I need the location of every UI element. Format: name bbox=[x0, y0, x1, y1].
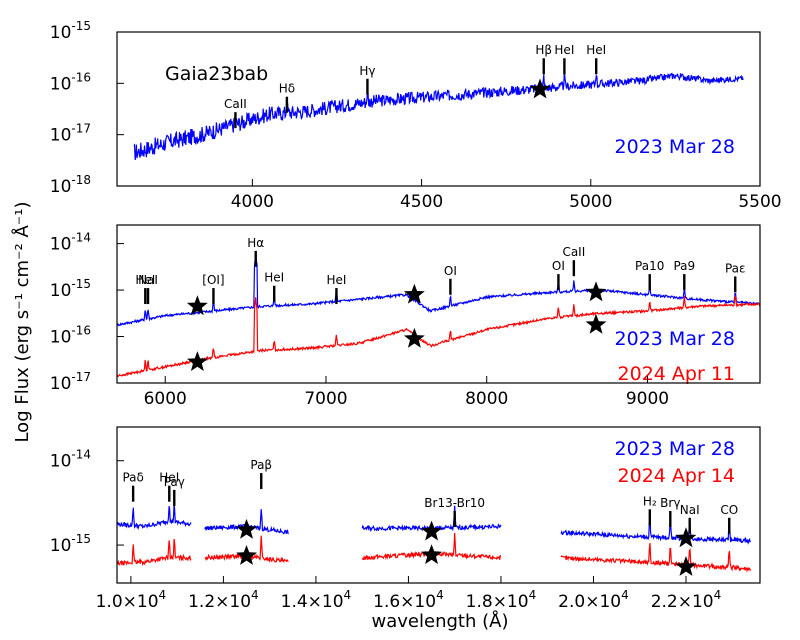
line-label: CaII bbox=[562, 245, 585, 259]
x-tick-label: 8000 bbox=[465, 389, 508, 409]
photometry-star bbox=[403, 283, 425, 304]
x-tick-label: 1.4×104 bbox=[281, 588, 352, 612]
spectrum-2024-Apr-14 bbox=[117, 538, 192, 567]
y-tick-label: 10-16 bbox=[50, 70, 91, 94]
legend-entry: 2024 Apr 11 bbox=[618, 363, 735, 385]
line-label: Paβ bbox=[250, 458, 272, 472]
y-tick-label: 10-14 bbox=[50, 448, 91, 472]
line-label: H₂ bbox=[643, 494, 657, 508]
legend-entry: 2023 Mar 28 bbox=[615, 438, 735, 460]
x-tick-label: 1.2×104 bbox=[188, 588, 259, 612]
x-tick-label: 2.0×104 bbox=[558, 588, 629, 612]
line-label: HeI bbox=[554, 43, 574, 57]
line-label: NaI bbox=[138, 273, 158, 287]
y-tick-label: 10-18 bbox=[50, 173, 91, 197]
line-label: HeI bbox=[159, 471, 179, 485]
y-axis-label: Log Flux (erg s⁻¹ cm⁻² Å⁻¹) bbox=[11, 201, 33, 442]
line-label: Paδ bbox=[122, 471, 143, 485]
photometry-star bbox=[186, 351, 208, 371]
photometry-star bbox=[236, 518, 257, 539]
line-label: Hδ bbox=[279, 82, 295, 96]
y-tick-label: 10-17 bbox=[50, 370, 91, 394]
y-tick-label: 10-15 bbox=[50, 19, 91, 43]
photometry-star bbox=[529, 78, 551, 99]
legend-entry: 2024 Apr 14 bbox=[618, 465, 735, 487]
line-label: Hβ bbox=[535, 43, 552, 57]
spectrum-2024-Apr-14 bbox=[560, 543, 752, 573]
axes-frame bbox=[116, 31, 761, 187]
x-tick-label: 5500 bbox=[738, 192, 781, 212]
spectrum-2023-Mar-28 bbox=[117, 252, 760, 327]
line-label: Pa10 bbox=[635, 259, 664, 273]
line-label: NaI bbox=[680, 503, 700, 517]
line-label: Pa9 bbox=[673, 259, 695, 273]
line-label: Paγ bbox=[164, 475, 185, 489]
line-label: [OI] bbox=[202, 273, 224, 287]
photometry-star bbox=[403, 327, 425, 348]
spectrum-2024-Apr-11 bbox=[117, 294, 760, 378]
x-tick-label: 4000 bbox=[231, 192, 274, 212]
line-label: Hγ bbox=[359, 64, 375, 78]
object-name: Gaia23bab bbox=[165, 63, 268, 85]
x-tick-label: 7000 bbox=[304, 389, 347, 409]
y-tick-label: 10-15 bbox=[50, 277, 91, 301]
y-tick-label: 10-15 bbox=[50, 532, 91, 556]
line-label: HeI bbox=[326, 273, 346, 287]
photometry-star bbox=[186, 295, 208, 316]
photometry-star bbox=[585, 313, 607, 334]
x-tick-label: 2.2×104 bbox=[651, 588, 722, 612]
line-label: HeI bbox=[586, 43, 606, 57]
line-label: HeI bbox=[264, 271, 284, 285]
photometry-star bbox=[675, 527, 697, 548]
photometry-star bbox=[675, 556, 697, 576]
line-label: Br13-Br10 bbox=[424, 496, 485, 510]
axes-frame bbox=[116, 224, 761, 384]
photometry-star bbox=[236, 545, 257, 565]
axes-frame bbox=[116, 426, 761, 584]
x-tick-label: 5000 bbox=[569, 192, 612, 212]
line-label: Hα bbox=[247, 236, 264, 250]
line-label: CO bbox=[720, 503, 738, 517]
photometry-star bbox=[421, 520, 442, 541]
x-tick-label: 4500 bbox=[400, 192, 443, 212]
photometry-star bbox=[421, 544, 442, 565]
y-tick-label: 10-17 bbox=[50, 122, 91, 146]
x-axis-label: wavelength (Å) bbox=[372, 610, 509, 632]
line-label: Brγ bbox=[660, 496, 680, 510]
line-label: OI bbox=[552, 259, 565, 273]
x-tick-label: 1.6×104 bbox=[373, 588, 444, 612]
line-label: CaII bbox=[224, 97, 247, 111]
x-tick-label: 1.8×104 bbox=[466, 588, 537, 612]
x-tick-label: 9000 bbox=[626, 389, 669, 409]
legend-entry: 2023 Mar 28 bbox=[615, 328, 735, 350]
spectrum-2023-Mar-28 bbox=[117, 503, 192, 531]
line-label: Paε bbox=[725, 261, 746, 275]
photometry-star bbox=[585, 281, 607, 302]
legend-entry: 2023 Mar 28 bbox=[615, 136, 735, 158]
line-label: HeI bbox=[135, 273, 155, 287]
x-tick-label: 6000 bbox=[144, 389, 187, 409]
line-label: OI bbox=[444, 264, 457, 278]
x-tick-label: 1.0×104 bbox=[96, 588, 167, 612]
spectrum-2023-Mar-28 bbox=[560, 518, 752, 545]
y-tick-label: 10-14 bbox=[50, 231, 91, 255]
y-tick-label: 10-16 bbox=[50, 324, 91, 348]
